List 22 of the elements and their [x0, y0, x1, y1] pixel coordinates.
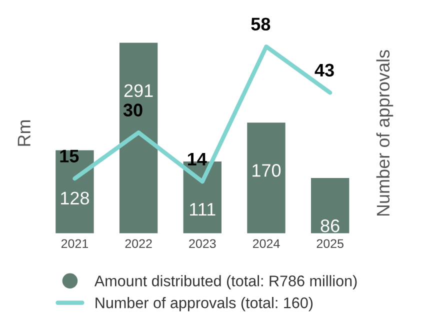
- x-tick-label: 2021: [61, 239, 88, 248]
- x-tick-label: 2022: [125, 239, 152, 248]
- data-label: 170: [252, 164, 281, 177]
- data-label: 43: [314, 64, 334, 77]
- bar: [310, 176, 351, 234]
- x-tick-label: 2024: [252, 239, 280, 248]
- bar: [118, 41, 160, 234]
- data-label: 86: [320, 219, 340, 232]
- y-axis-title: Rm: [18, 120, 30, 146]
- data-label: 15: [60, 150, 79, 162]
- bar: [54, 148, 96, 234]
- data-label: 58: [251, 18, 270, 31]
- data-label: 30: [123, 104, 142, 116]
- legend-label: Amount distributed (total: R786 million): [94, 275, 357, 290]
- x-tick-label: 2025: [316, 239, 344, 248]
- data-label: 128: [61, 192, 89, 205]
- y2-axis-title: Number of approvals: [376, 50, 394, 216]
- x-tick-label: 2023: [189, 239, 216, 248]
- legend-label: Number of approvals (total: 160): [96, 297, 313, 312]
- data-label: 111: [190, 203, 216, 216]
- bar: [246, 121, 287, 234]
- data-label: 291: [124, 84, 153, 98]
